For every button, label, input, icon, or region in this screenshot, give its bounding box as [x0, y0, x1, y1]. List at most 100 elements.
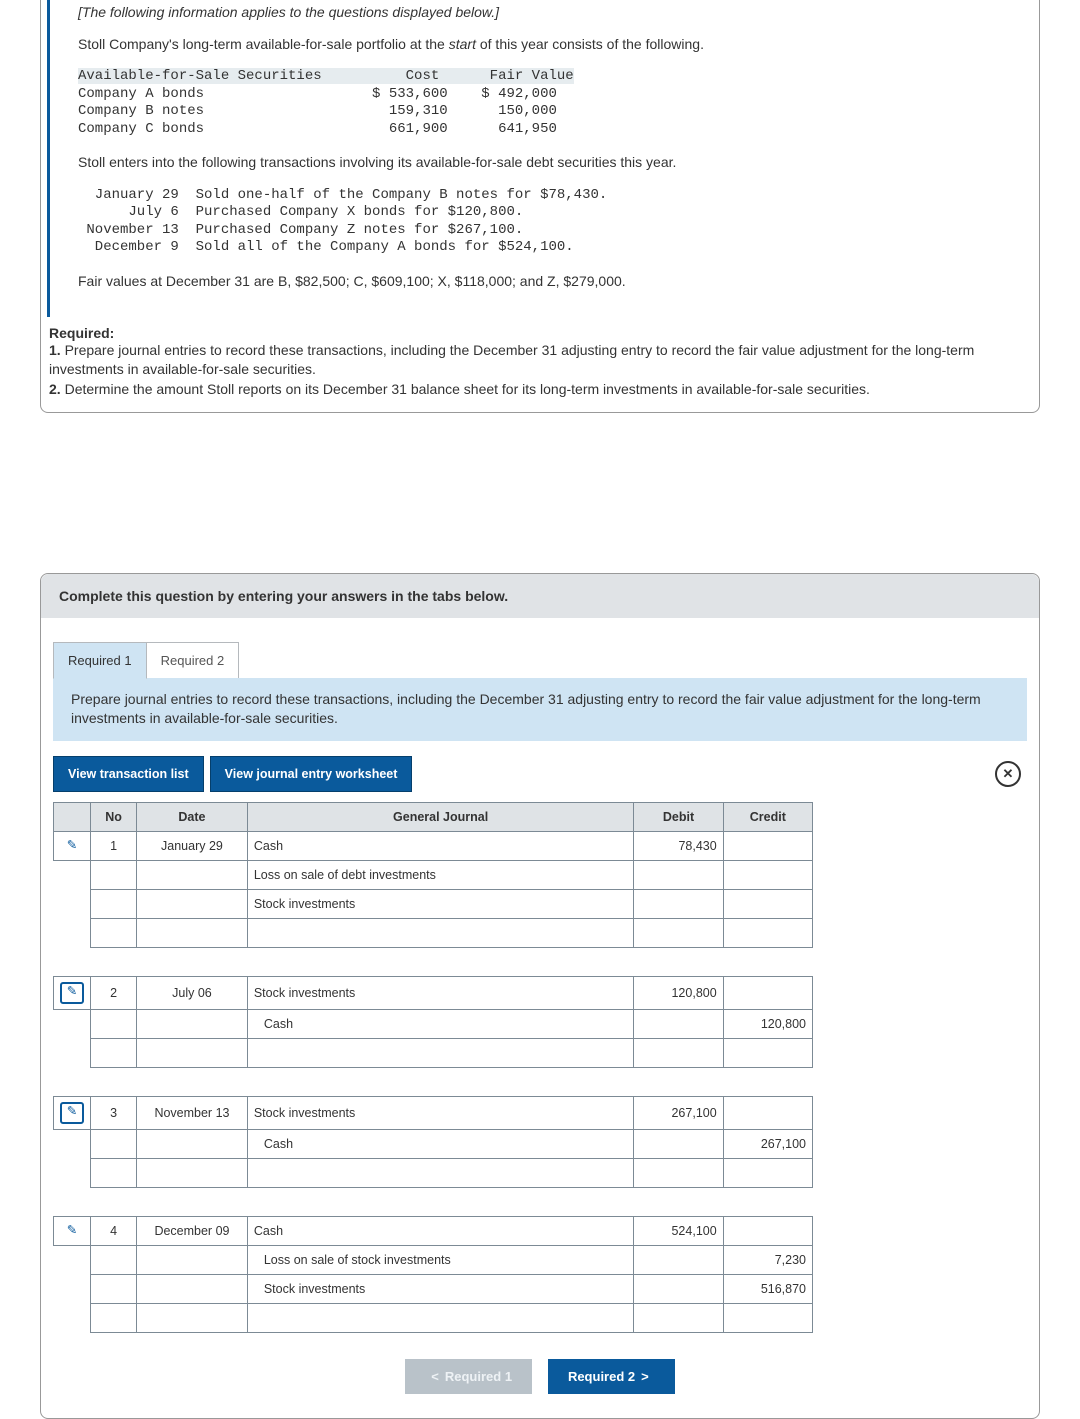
- table-row: Cash 267,100: [54, 1129, 813, 1158]
- entry-no: [91, 1129, 137, 1158]
- edit-icon[interactable]: ✎: [60, 982, 84, 1004]
- entry-date[interactable]: [137, 1009, 248, 1038]
- required-item-1-text: Prepare journal entries to record these …: [49, 342, 974, 378]
- entry-date[interactable]: [137, 918, 248, 947]
- account-cell[interactable]: Cash: [247, 1009, 634, 1038]
- entry-date[interactable]: [137, 860, 248, 889]
- entry-date[interactable]: [137, 1038, 248, 1067]
- instruction-bar: Complete this question by entering your …: [41, 574, 1039, 618]
- entry-date[interactable]: [137, 889, 248, 918]
- credit-cell[interactable]: [723, 889, 812, 918]
- debit-cell[interactable]: [634, 1009, 723, 1038]
- account-cell[interactable]: Cash: [247, 831, 634, 860]
- edit-icon[interactable]: ✎: [62, 1222, 82, 1240]
- debit-cell[interactable]: [634, 1245, 723, 1274]
- required-item-2-num: 2.: [49, 381, 61, 397]
- table-row: Loss on sale of stock investments 7,230: [54, 1245, 813, 1274]
- transactions-list: January 29 Sold one-half of the Company …: [78, 187, 1033, 257]
- table-row: Stock investments 516,870: [54, 1274, 813, 1303]
- credit-cell[interactable]: 516,870: [723, 1274, 812, 1303]
- table-row: ✎ 1January 29Cash78,430: [54, 831, 813, 860]
- credit-cell[interactable]: 120,800: [723, 1009, 812, 1038]
- preface-note: [The following information applies to th…: [78, 4, 1033, 20]
- account-cell[interactable]: Loss on sale of debt investments: [247, 860, 634, 889]
- account-cell[interactable]: Cash: [247, 1216, 634, 1245]
- debit-cell[interactable]: 524,100: [634, 1216, 723, 1245]
- entry-no: [91, 1009, 137, 1038]
- tab-required-2[interactable]: Required 2: [146, 642, 240, 679]
- account-cell[interactable]: [247, 1158, 634, 1187]
- entry-no: [91, 1303, 137, 1332]
- credit-cell[interactable]: [723, 831, 812, 860]
- entry-date[interactable]: January 29: [137, 831, 248, 860]
- table-row: [54, 918, 813, 947]
- credit-cell[interactable]: 7,230: [723, 1245, 812, 1274]
- view-transaction-list-button[interactable]: View transaction list: [53, 756, 204, 792]
- entry-date[interactable]: November 13: [137, 1096, 248, 1129]
- entry-date[interactable]: July 06: [137, 976, 248, 1009]
- credit-cell[interactable]: [723, 1158, 812, 1187]
- debit-cell[interactable]: [634, 1158, 723, 1187]
- entry-date[interactable]: December 09: [137, 1216, 248, 1245]
- entry-no: 2: [91, 976, 137, 1009]
- credit-cell[interactable]: 267,100: [723, 1129, 812, 1158]
- debit-cell[interactable]: [634, 1129, 723, 1158]
- account-cell[interactable]: [247, 918, 634, 947]
- entry-date[interactable]: [137, 1129, 248, 1158]
- debit-cell[interactable]: [634, 1303, 723, 1332]
- entry-no: [91, 1038, 137, 1067]
- table-row: Stock investments: [54, 889, 813, 918]
- problem-card: [The following information applies to th…: [40, 0, 1040, 413]
- required-item-2-text: Determine the amount Stoll reports on it…: [61, 381, 870, 397]
- nav-prev-button: <Required 1: [405, 1359, 532, 1394]
- tabs-row: Required 1 Required 2: [53, 642, 1039, 679]
- account-cell[interactable]: Stock investments: [247, 1274, 634, 1303]
- account-cell[interactable]: Stock investments: [247, 889, 634, 918]
- credit-cell[interactable]: [723, 918, 812, 947]
- nav-next-button[interactable]: Required 2>: [548, 1359, 675, 1394]
- account-cell[interactable]: Stock investments: [247, 1096, 634, 1129]
- required-item-1-num: 1.: [49, 342, 61, 358]
- col-gj-header: General Journal: [247, 802, 634, 831]
- tab-required-1[interactable]: Required 1: [53, 642, 147, 679]
- fair-values-line: Fair values at December 31 are B, $82,50…: [78, 271, 1033, 291]
- tab-description: Prepare journal entries to record these …: [53, 678, 1027, 741]
- entry-no: 3: [91, 1096, 137, 1129]
- edit-icon[interactable]: ✎: [62, 837, 82, 855]
- credit-cell[interactable]: [723, 1216, 812, 1245]
- intro-paragraph: Stoll Company's long-term available-for-…: [78, 34, 1033, 54]
- debit-cell[interactable]: 78,430: [634, 831, 723, 860]
- account-cell[interactable]: Cash: [247, 1129, 634, 1158]
- journal-entry-table: No Date General Journal Debit Credit ✎1J…: [53, 802, 813, 1333]
- credit-cell[interactable]: [723, 976, 812, 1009]
- entry-date[interactable]: [137, 1274, 248, 1303]
- entry-date[interactable]: [137, 1158, 248, 1187]
- credit-cell[interactable]: [723, 860, 812, 889]
- table-row: [54, 1158, 813, 1187]
- transactions-lead: Stoll enters into the following transact…: [78, 152, 1033, 172]
- debit-cell[interactable]: 267,100: [634, 1096, 723, 1129]
- table-row: [54, 1303, 813, 1332]
- debit-cell[interactable]: [634, 1038, 723, 1067]
- close-icon[interactable]: ✕: [995, 761, 1021, 787]
- debit-cell[interactable]: [634, 889, 723, 918]
- entry-no: 1: [91, 831, 137, 860]
- account-cell[interactable]: Stock investments: [247, 976, 634, 1009]
- view-journal-worksheet-button[interactable]: View journal entry worksheet: [210, 756, 413, 792]
- credit-cell[interactable]: [723, 1303, 812, 1332]
- account-cell[interactable]: Loss on sale of stock investments: [247, 1245, 634, 1274]
- account-cell[interactable]: [247, 1303, 634, 1332]
- debit-cell[interactable]: [634, 860, 723, 889]
- required-block: Required: 1. Prepare journal entries to …: [41, 317, 1039, 400]
- credit-cell[interactable]: [723, 1096, 812, 1129]
- debit-cell[interactable]: [634, 1274, 723, 1303]
- account-cell[interactable]: [247, 1038, 634, 1067]
- edit-icon[interactable]: ✎: [60, 1102, 84, 1124]
- entry-date[interactable]: [137, 1303, 248, 1332]
- debit-cell[interactable]: 120,800: [634, 976, 723, 1009]
- credit-cell[interactable]: [723, 1038, 812, 1067]
- col-no-header: No: [91, 802, 137, 831]
- debit-cell[interactable]: [634, 918, 723, 947]
- table-row: Cash 120,800: [54, 1009, 813, 1038]
- entry-date[interactable]: [137, 1245, 248, 1274]
